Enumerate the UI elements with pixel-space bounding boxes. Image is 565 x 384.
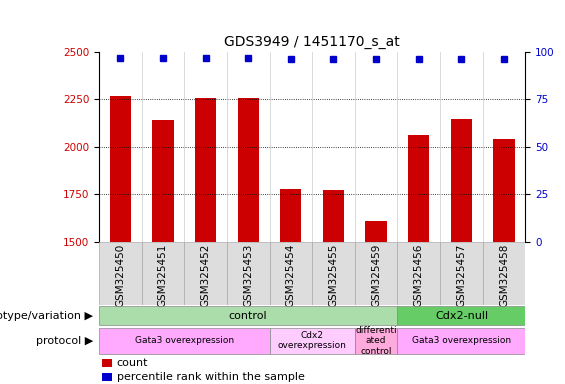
Text: GSM325454: GSM325454	[286, 244, 296, 307]
Bar	[102, 359, 112, 367]
Bar	[398, 328, 525, 354]
Bar	[483, 242, 525, 305]
Text: GSM325453: GSM325453	[243, 244, 253, 307]
Bar	[355, 328, 398, 354]
Bar	[141, 242, 184, 305]
Bar	[355, 242, 398, 305]
Text: GSM325451: GSM325451	[158, 244, 168, 307]
Bar	[102, 373, 112, 381]
Text: count: count	[117, 358, 148, 368]
Bar	[493, 139, 515, 242]
Bar	[270, 242, 312, 305]
Bar	[99, 328, 270, 354]
Text: GSM325458: GSM325458	[499, 244, 509, 307]
Bar	[366, 221, 387, 242]
Text: genotype/variation ▶: genotype/variation ▶	[0, 311, 93, 321]
Bar	[99, 242, 141, 305]
Text: control: control	[229, 311, 267, 321]
Bar	[280, 189, 302, 242]
Bar	[408, 134, 429, 242]
Text: Gata3 overexpression: Gata3 overexpression	[412, 336, 511, 345]
Text: GSM325450: GSM325450	[115, 244, 125, 307]
Bar	[237, 98, 259, 242]
Text: GSM325455: GSM325455	[328, 244, 338, 307]
Text: differenti
ated
control: differenti ated control	[355, 326, 397, 356]
Bar	[398, 242, 440, 305]
Text: Gata3 overexpression: Gata3 overexpression	[134, 336, 234, 345]
Text: GSM325456: GSM325456	[414, 244, 424, 307]
Bar	[152, 120, 173, 242]
Bar	[227, 242, 270, 305]
Bar	[184, 242, 227, 305]
Text: percentile rank within the sample: percentile rank within the sample	[117, 372, 305, 382]
Text: GSM325459: GSM325459	[371, 244, 381, 307]
Title: GDS3949 / 1451170_s_at: GDS3949 / 1451170_s_at	[224, 35, 400, 50]
Bar	[99, 306, 398, 325]
Bar	[195, 98, 216, 242]
Bar	[312, 242, 355, 305]
Bar	[323, 190, 344, 242]
Text: GSM325452: GSM325452	[201, 244, 211, 307]
Bar	[398, 306, 525, 325]
Text: GSM325457: GSM325457	[457, 244, 467, 307]
Text: Cdx2-null: Cdx2-null	[435, 311, 488, 321]
Text: protocol ▶: protocol ▶	[36, 336, 93, 346]
Text: Cdx2
overexpression: Cdx2 overexpression	[278, 331, 346, 351]
Bar	[110, 96, 131, 242]
Bar	[440, 242, 483, 305]
Bar	[451, 119, 472, 242]
Bar	[270, 328, 355, 354]
